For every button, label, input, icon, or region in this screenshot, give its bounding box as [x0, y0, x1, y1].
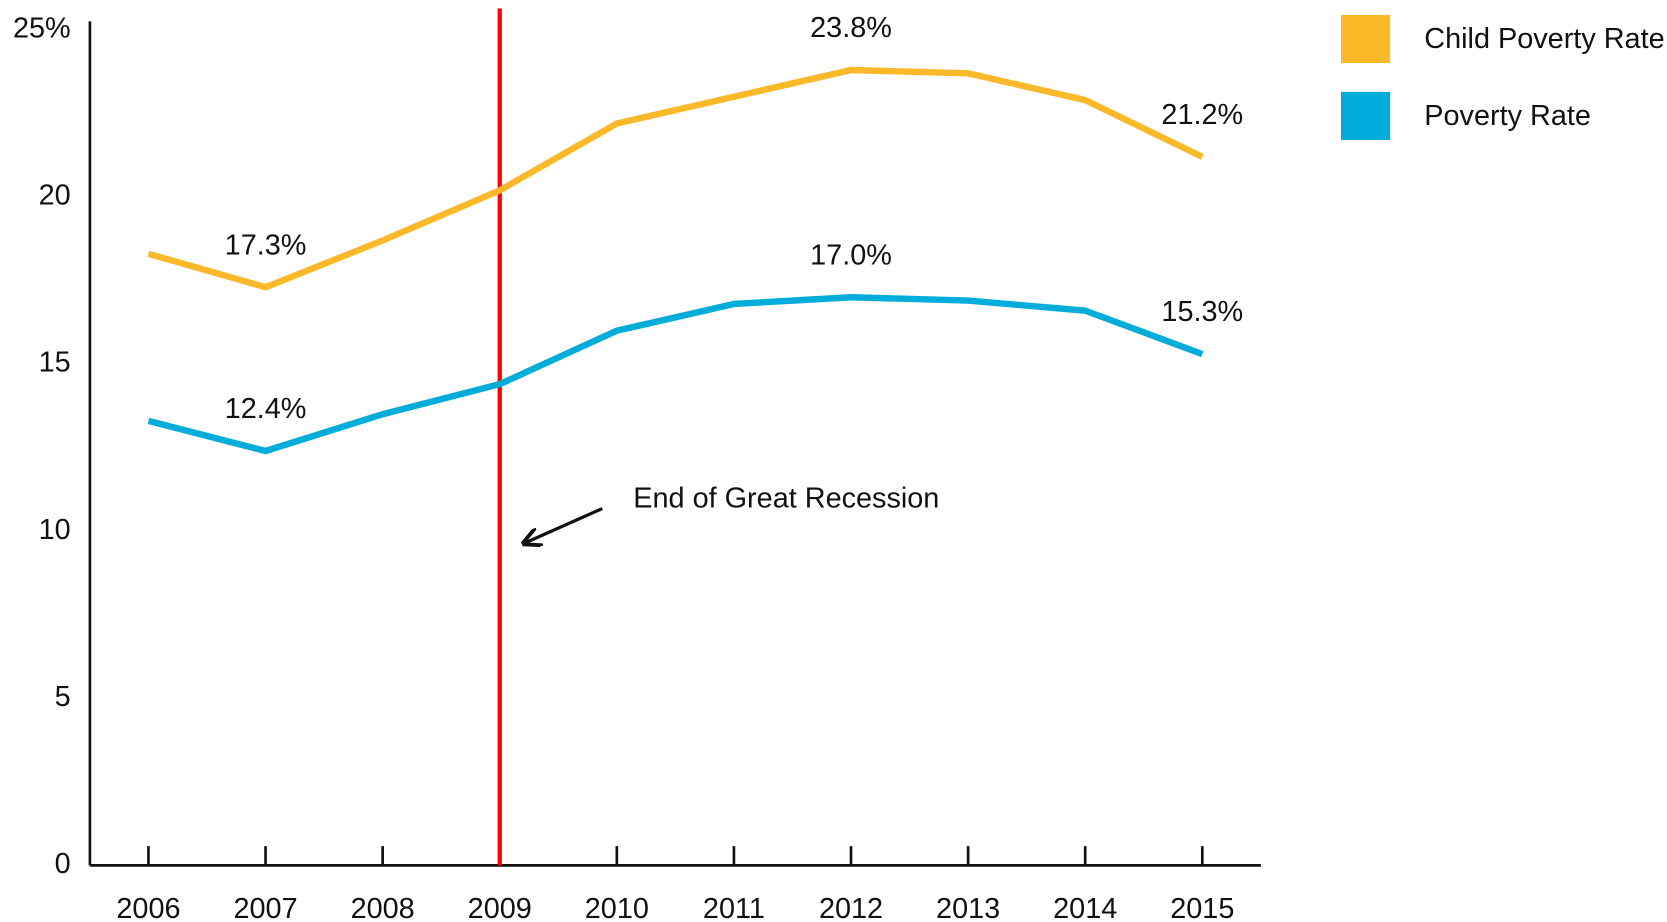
legend-swatch — [1340, 91, 1391, 140]
data-label: 21.2% — [1161, 99, 1243, 131]
x-tick-label: 2009 — [468, 893, 532, 922]
x-tick-label: 2013 — [936, 893, 1000, 922]
x-tick-label: 2011 — [703, 893, 765, 922]
annotation-text: End of Great Recession — [633, 483, 939, 515]
annotation-arrow — [525, 507, 603, 543]
x-tick-label: 2014 — [1053, 893, 1117, 922]
legend-swatch — [1340, 14, 1391, 64]
data-label: 17.0% — [810, 239, 892, 271]
x-tick-label: 2008 — [351, 893, 415, 922]
legend-label: Poverty Rate — [1424, 100, 1591, 132]
x-tick-label: 2010 — [585, 893, 649, 922]
series-line — [147, 66, 1204, 291]
data-label: 23.8% — [810, 12, 892, 44]
data-label: 12.4% — [225, 393, 307, 425]
y-tick-label: 15 — [39, 347, 71, 379]
x-tick-label: 2012 — [819, 893, 883, 922]
legend-label: Child Poverty Rate — [1424, 23, 1664, 55]
y-tick-label: 10 — [39, 514, 71, 546]
y-tick-label: 5 — [55, 681, 71, 713]
series-line — [147, 294, 1204, 455]
y-tick-label: 25% — [13, 13, 71, 45]
x-tick-label: 2015 — [1170, 893, 1234, 922]
y-tick-label: 20 — [39, 180, 71, 212]
x-tick-label: 2007 — [233, 893, 297, 922]
data-label: 17.3% — [225, 229, 307, 261]
data-label: 15.3% — [1161, 296, 1243, 328]
y-tick-label: 0 — [55, 848, 71, 880]
x-tick-label: 2006 — [116, 893, 180, 922]
